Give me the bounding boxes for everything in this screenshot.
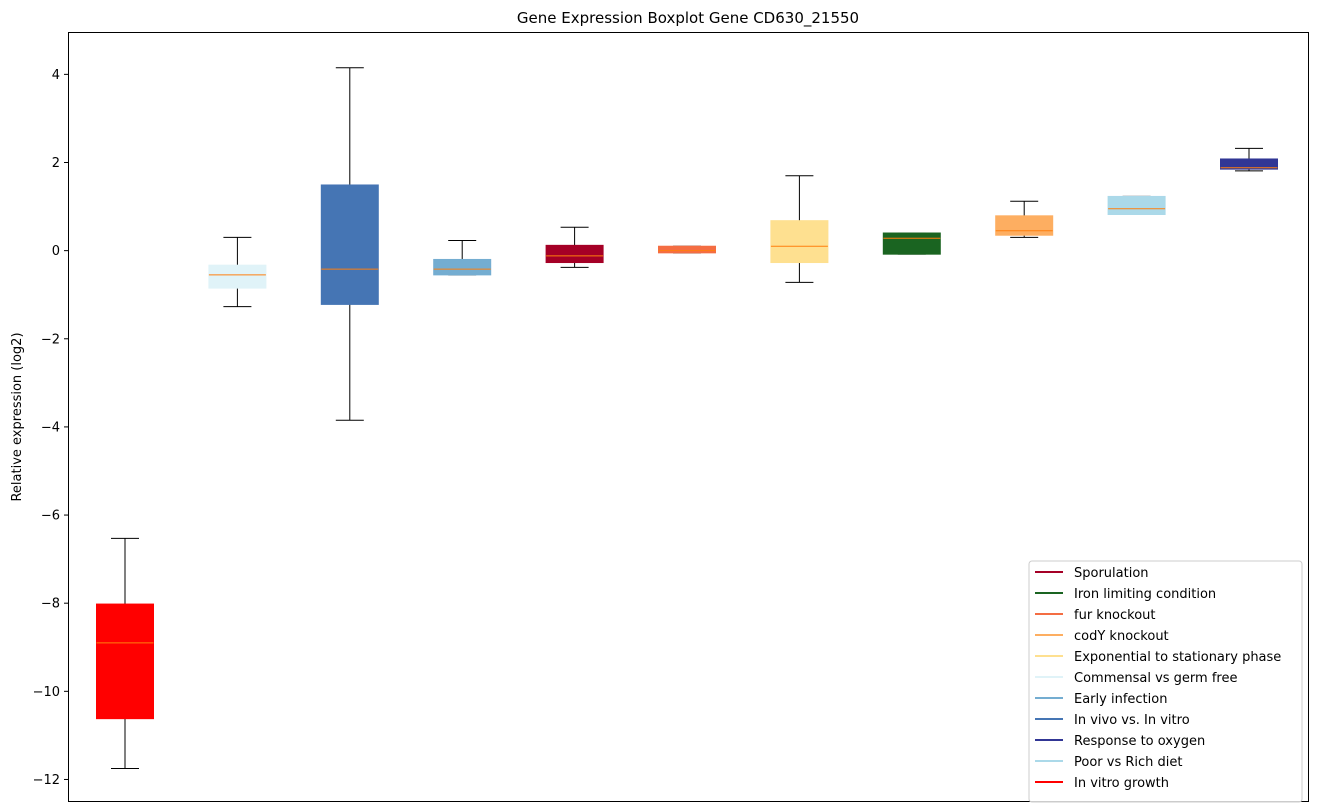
box-body: [96, 603, 154, 720]
box-1: [96, 537, 154, 769]
legend-item: Exponential to stationary phase: [1035, 650, 1281, 665]
box-body: [1220, 158, 1278, 170]
legend-item: codY knockout: [1035, 629, 1169, 644]
legend-label: In vivo vs. In vitro: [1074, 713, 1190, 728]
legend-label: Commensal vs germ free: [1074, 671, 1237, 686]
y-tick-label: 2: [52, 156, 60, 171]
box-body: [882, 232, 941, 255]
legend-label: In vitro growth: [1074, 776, 1169, 791]
legend-frame: [1028, 560, 1303, 803]
legend-item: Response to oxygen: [1035, 734, 1205, 749]
legend-item: In vivo vs. In vitro: [1035, 713, 1190, 728]
box-body: [995, 215, 1054, 236]
y-tick-label: −10: [33, 685, 60, 700]
legend-item: Iron limiting condition: [1035, 587, 1216, 602]
legend-item: Poor vs Rich diet: [1035, 755, 1182, 770]
box-body: [658, 245, 716, 254]
y-tick-label: 0: [52, 244, 60, 259]
legend-label: Response to oxygen: [1074, 734, 1205, 749]
box-8: [882, 232, 941, 255]
legend-label: Early infection: [1074, 692, 1167, 707]
box-9: [995, 200, 1054, 238]
legend-item: Sporulation: [1035, 566, 1149, 581]
legend-item: Early infection: [1035, 692, 1167, 707]
legend-label: Poor vs Rich diet: [1074, 755, 1182, 770]
box-11: [1220, 147, 1278, 172]
legend-item: In vitro growth: [1035, 776, 1169, 791]
y-tick-label: −8: [41, 597, 60, 612]
box-body: [1107, 195, 1166, 216]
box-5: [545, 226, 604, 268]
y-axis-ticks: 4 2 0 −2 −4 −6 −8 −10 −12: [33, 68, 69, 788]
legend-item: Commensal vs germ free: [1035, 671, 1237, 686]
plot-frame: [68, 32, 1309, 802]
chart-title: Gene Expression Boxplot Gene CD630_21550: [517, 9, 859, 28]
boxes: [96, 67, 1278, 769]
y-tick-label: −6: [41, 509, 60, 524]
legend-label: codY knockout: [1074, 629, 1169, 644]
legend-label: Iron limiting condition: [1074, 587, 1216, 602]
y-tick-label: −2: [41, 332, 60, 347]
y-tick-label: −12: [33, 773, 60, 788]
box-body: [770, 220, 829, 264]
legend-item: fur knockout: [1035, 608, 1156, 623]
y-tick-label: 4: [52, 68, 60, 83]
box-2: [208, 236, 267, 308]
box-7: [770, 175, 829, 283]
box-10: [1107, 195, 1166, 216]
box-body: [208, 264, 267, 289]
box-4: [433, 240, 492, 276]
box-3: [320, 67, 379, 421]
box-body: [320, 184, 379, 305]
y-axis-label: Relative expression (log2): [10, 332, 25, 501]
legend-label: Sporulation: [1074, 566, 1149, 581]
box-body: [433, 258, 492, 276]
legend-label: fur knockout: [1074, 608, 1156, 623]
box-6: [658, 245, 716, 254]
legend-label: Exponential to stationary phase: [1074, 650, 1281, 665]
legend: Sporulation Iron limiting condition fur kn…: [1028, 560, 1303, 803]
y-tick-label: −4: [41, 420, 60, 435]
box-body: [545, 244, 604, 264]
